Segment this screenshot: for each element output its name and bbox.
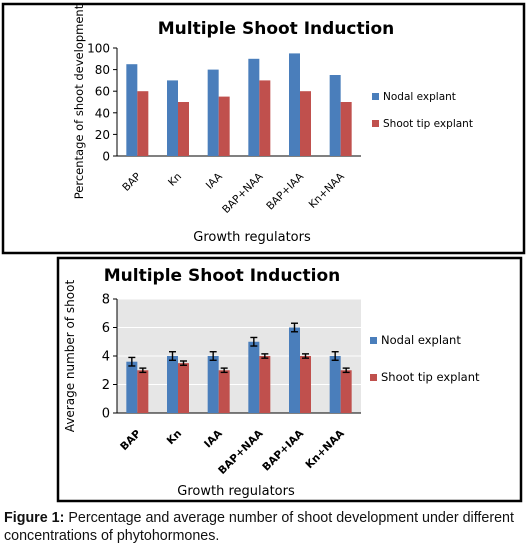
c1-bar-nodal: [167, 80, 178, 156]
c2-legend-swatch: [370, 337, 377, 344]
c2-bar-shoot-tip: [300, 356, 311, 413]
c2-bar-nodal: [126, 361, 138, 413]
c2-bar-shoot-tip: [137, 370, 149, 413]
c2-legend-label: Nodal explant: [381, 333, 461, 347]
c1-bar-shoot-tip: [300, 91, 311, 156]
c1-legend-swatch: [372, 93, 379, 100]
c2-y-tick-label: 4: [102, 350, 110, 365]
c2-bar-nodal: [167, 356, 178, 413]
c1-bar-shoot-tip: [137, 91, 149, 156]
c1-legend-label: Shoot tip explant: [383, 118, 473, 130]
c2-bar-nodal: [329, 356, 341, 413]
c2-y-tick-label: 2: [102, 378, 110, 393]
c1-bar-nodal: [329, 75, 341, 156]
c2-chart-title: Multiple Shoot Induction: [104, 266, 341, 286]
c2-y-tick-label: 0: [102, 407, 110, 422]
c2-bar-nodal: [248, 341, 260, 413]
c2-legend-label: Shoot tip explant: [381, 370, 480, 384]
c1-y-tick-label: 20: [95, 128, 110, 142]
c2-bar-shoot-tip: [259, 356, 271, 413]
c1-chart-title: Multiple Shoot Induction: [158, 19, 395, 39]
c1-y-tick-label: 80: [95, 63, 110, 77]
c2-bar-nodal: [207, 356, 219, 413]
c1-y-tick-label: 40: [95, 106, 110, 120]
c1-legend-swatch: [372, 120, 379, 127]
c1-y-axis-label: Percentage of shoot development: [72, 4, 86, 199]
c1-bar-nodal: [207, 69, 219, 156]
c2-legend-swatch: [370, 374, 377, 381]
figure-caption: Figure 1: Percentage and average number …: [4, 509, 526, 545]
caption-text: Percentage and average number of shoot d…: [4, 510, 514, 544]
c1-bar-nodal: [248, 58, 260, 156]
c2-bar-shoot-tip: [178, 363, 189, 413]
c1-y-tick-label: 60: [95, 85, 110, 99]
c1-y-tick-label: 100: [87, 42, 110, 56]
c2-bar-shoot-tip: [218, 370, 230, 413]
c1-bar-nodal: [126, 64, 138, 156]
c1-bar-shoot-tip: [340, 102, 352, 156]
c2-y-tick-label: 6: [102, 321, 110, 336]
c1-bar-shoot-tip: [259, 80, 271, 156]
c2-y-axis-label: Average number of shoot: [63, 280, 77, 433]
c2-x-axis-label: Growth regulators: [177, 484, 295, 499]
c2-y-tick-label: 8: [102, 293, 110, 308]
c1-y-tick-label: 0: [102, 150, 110, 164]
c1-legend-label: Nodal explant: [383, 91, 456, 103]
c2-bar-nodal: [289, 327, 300, 413]
caption-label: Figure 1:: [4, 510, 65, 526]
c1-bar-shoot-tip: [178, 102, 189, 156]
c2-bar-shoot-tip: [340, 370, 352, 413]
c1-bar-nodal: [289, 53, 300, 156]
c1-bar-shoot-tip: [218, 96, 230, 156]
c1-x-axis-label: Growth regulators: [193, 230, 311, 245]
